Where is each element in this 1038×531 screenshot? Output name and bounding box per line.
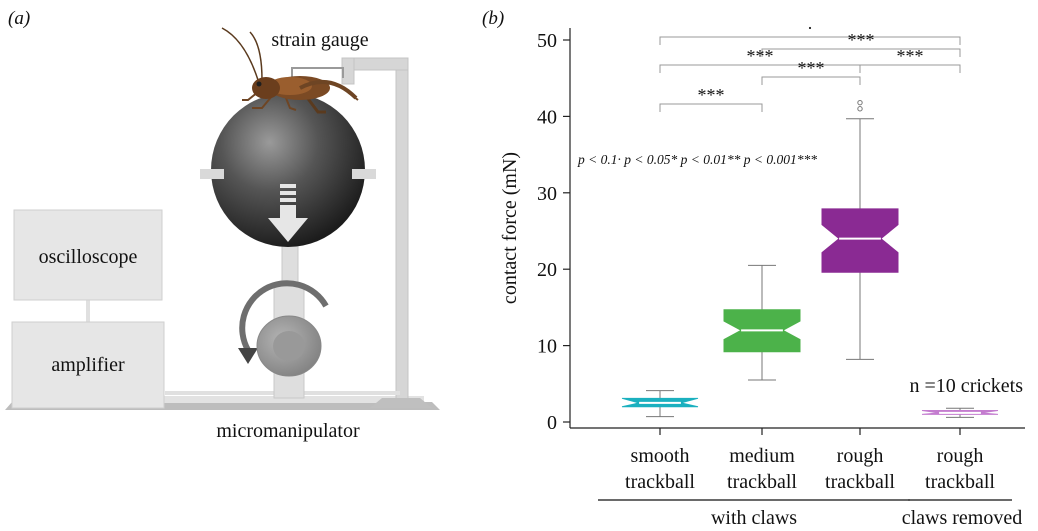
amplifier-label: amplifier xyxy=(51,354,125,376)
down-arrow-icon xyxy=(268,184,308,242)
significance-bracket: *** xyxy=(761,30,961,57)
trackball-holder-left xyxy=(200,169,224,179)
panel-b-label: (b) xyxy=(482,8,504,29)
significance-stars: *** xyxy=(798,58,825,78)
boxplots xyxy=(621,99,999,418)
amplifier-box xyxy=(11,321,165,409)
panel-a-label: (a) xyxy=(8,8,30,29)
x-tick-label-line1: rough xyxy=(937,445,984,467)
rotation-arrow-icon xyxy=(239,280,329,352)
oscilloscope-label: oscilloscope xyxy=(39,246,138,268)
panel-b: (b) contact force (mN) 0 10 20 30 40 50 · *** *… xyxy=(482,8,1025,529)
trackball-holder-right xyxy=(352,169,376,179)
group-label-with-claws: with claws xyxy=(711,507,797,529)
y-tick-label: 10 xyxy=(537,336,557,358)
group-label-claws-removed: claws removed xyxy=(902,507,1023,529)
y-tick-label: 30 xyxy=(537,183,557,205)
significance-bracket: · xyxy=(659,18,961,45)
base-plate-top xyxy=(14,396,424,403)
x-tick-label-line1: rough xyxy=(837,445,884,467)
trackball xyxy=(211,93,365,247)
x-tick-label-line2: trackball xyxy=(727,471,797,493)
boxplot-3 xyxy=(821,99,899,360)
stand-pole xyxy=(395,57,409,404)
significance-stars: *** xyxy=(747,46,774,66)
cricket-icon xyxy=(221,27,359,114)
bracket-line xyxy=(659,36,961,45)
oscilloscope-box xyxy=(13,209,163,301)
panel-a: (a) oscilloscope amplifier micromanipula… xyxy=(5,8,440,442)
strain-gauge-label: strain gauge xyxy=(271,29,368,51)
boxplot-2 xyxy=(723,264,801,381)
x-tick-label-line2: trackball xyxy=(925,471,995,493)
significance-brackets: · *** *** *** *** *** xyxy=(659,18,961,112)
rotation-arrowhead-icon xyxy=(238,348,258,364)
box xyxy=(821,208,899,273)
significance-bracket: *** xyxy=(761,58,861,85)
x-tick-label-line1: smooth xyxy=(631,445,690,467)
boxplot-4 xyxy=(921,407,999,418)
bracket-line xyxy=(859,64,961,73)
y-tick-label: 0 xyxy=(547,412,557,434)
sample-size-label: n =10 crickets xyxy=(910,375,1024,397)
significance-stars: *** xyxy=(698,85,725,105)
outlier-point xyxy=(857,99,863,106)
significance-bracket: *** xyxy=(659,85,763,112)
significance-stars: · xyxy=(807,18,813,38)
outlier-point xyxy=(857,106,863,112)
significance-bracket: *** xyxy=(659,46,861,73)
y-ticks: 0 10 20 30 40 50 xyxy=(537,30,570,434)
micromanipulator-label: micromanipulator xyxy=(216,420,360,442)
bracket-line xyxy=(659,64,861,73)
bracket-line xyxy=(659,103,763,112)
x-tick-label-line1: medium xyxy=(729,445,795,467)
significance-stars: *** xyxy=(848,30,875,50)
bracket-line xyxy=(761,48,961,57)
x-tick-label-line2: trackball xyxy=(825,471,895,493)
y-tick-label: 50 xyxy=(537,30,557,52)
p-value-legend: p < 0.1· p < 0.05* p < 0.01** p < 0.001*… xyxy=(577,152,817,167)
significance-bracket: *** xyxy=(859,46,961,73)
significance-stars: *** xyxy=(897,46,924,66)
bracket-line xyxy=(761,76,861,85)
x-tick-labels: smooth trackball medium trackball rough track… xyxy=(625,428,995,493)
y-axis-label: contact force (mN) xyxy=(499,152,521,304)
x-tick-label-line2: trackball xyxy=(625,471,695,493)
y-tick-label: 40 xyxy=(537,106,557,128)
micromanipulator-knob-center xyxy=(273,331,305,361)
boxplot-1 xyxy=(621,390,699,418)
stand-foot xyxy=(370,398,432,408)
y-tick-label: 20 xyxy=(537,259,557,281)
